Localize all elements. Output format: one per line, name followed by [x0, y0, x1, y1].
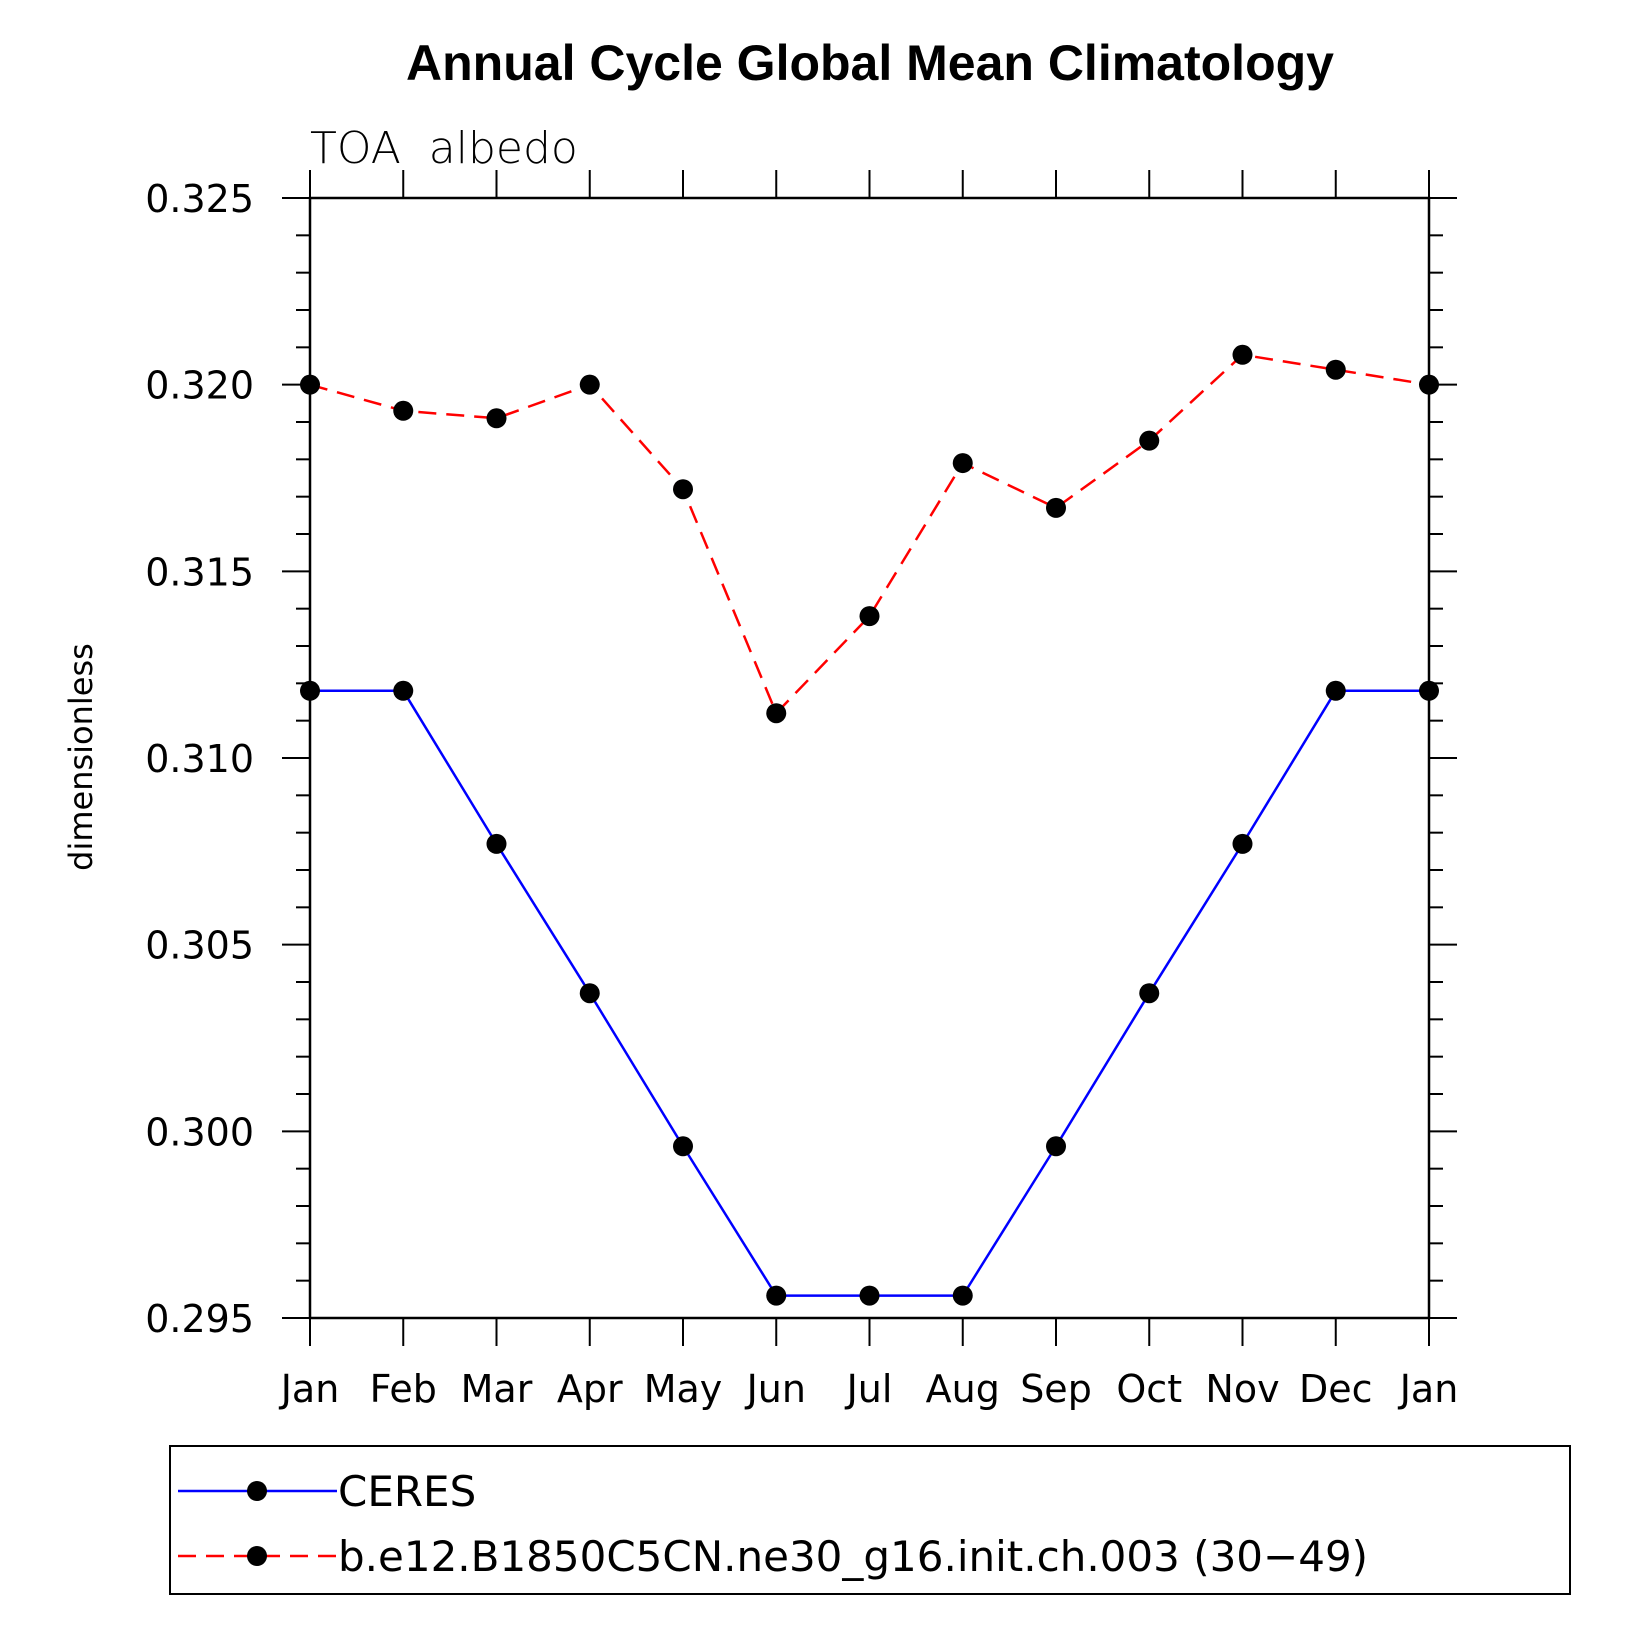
legend-box [169, 1445, 1571, 1595]
x-tick-label: Apr [557, 1367, 623, 1411]
chart-title: Annual Cycle Global Mean Climatology [406, 35, 1334, 91]
series-1-point [673, 479, 693, 500]
series-0-point [300, 680, 320, 701]
series-0-point [1325, 680, 1346, 701]
series-1-point [1419, 374, 1439, 395]
legend-label-0: CERES [338, 1467, 476, 1516]
legend-marker-1 [247, 1546, 267, 1566]
y-tick-label: 0.320 [145, 364, 254, 408]
legend-marker-0 [247, 1481, 267, 1501]
y-tick-label: 0.310 [145, 737, 254, 781]
series-0-point [673, 1136, 693, 1157]
legend: CERES b.e12.B1850C5CN.ne30_g16.init.ch.00… [169, 1445, 1571, 1595]
x-tick-label: Oct [1116, 1367, 1182, 1411]
series-1-point [766, 703, 787, 724]
series-1-point [300, 374, 320, 395]
series-layer [300, 344, 1439, 1306]
y-tick-label: 0.325 [145, 177, 254, 221]
series-1-point [1139, 430, 1160, 451]
x-tick-label: Sep [1020, 1367, 1092, 1411]
x-tick-label: Nov [1205, 1367, 1279, 1411]
x-tick-label: Feb [370, 1367, 437, 1411]
series-1-point [486, 408, 507, 429]
x-tick-label: Aug [926, 1367, 1000, 1411]
series-1-point [1325, 359, 1346, 380]
series-1-point [1046, 497, 1066, 518]
series-1-point [859, 606, 880, 627]
series-1-point [1232, 344, 1253, 365]
series-0-point [952, 1285, 973, 1306]
series-1-point [393, 400, 414, 421]
y-tick-label: 0.315 [145, 550, 254, 594]
series-0-point [859, 1285, 880, 1306]
legend-label-1: b.e12.B1850C5CN.ne30_g16.init.ch.003 (30… [338, 1532, 1368, 1581]
series-0-point [1419, 680, 1439, 701]
x-tick-label: Mar [461, 1367, 533, 1411]
x-tick-label: Jun [745, 1367, 806, 1411]
y-axis-label: dimensionless [62, 643, 100, 871]
y-axis-ticks: 0.295 0.300 0.305 0.310 0.315 0.320 0.325 [145, 177, 1457, 1341]
y-tick-label: 0.305 [145, 924, 254, 968]
series-0-point [766, 1285, 787, 1306]
series-0-point [1232, 833, 1253, 854]
plot-frame [308, 196, 1431, 1320]
x-tick-label: Jan [1398, 1367, 1459, 1411]
x-tick-label: May [644, 1367, 723, 1411]
series-0-point [579, 983, 600, 1004]
series-1-point [579, 374, 600, 395]
series-0-point [393, 680, 414, 701]
series-0-point [1139, 983, 1160, 1004]
x-tick-label: Jul [845, 1367, 893, 1411]
chart-subtitle: TOA albedo [310, 123, 578, 174]
x-tick-label: Dec [1299, 1367, 1373, 1411]
y-tick-label: 0.300 [145, 1110, 254, 1154]
series-0-point [486, 833, 507, 854]
series-1-point [952, 453, 973, 474]
x-axis-ticks: Jan Feb Mar Apr May Jun Jul Aug Sep Oct Nov Dec Jan [279, 170, 1459, 1411]
x-tick-label: Jan [279, 1367, 340, 1411]
series-0-point [1046, 1136, 1066, 1157]
series-line-1 [309, 353, 1430, 716]
series-line-0 [310, 689, 1429, 1297]
y-tick-label: 0.295 [145, 1297, 254, 1341]
